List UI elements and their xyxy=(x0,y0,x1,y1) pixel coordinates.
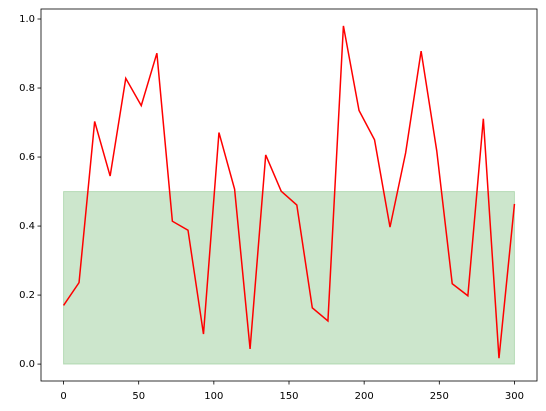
y-tick-label: 0.8 xyxy=(19,83,35,94)
x-tick-label: 250 xyxy=(430,391,449,402)
x-tick-label: 150 xyxy=(279,391,298,402)
y-tick-label: 0.4 xyxy=(19,221,35,232)
y-tick-label: 0.0 xyxy=(19,359,35,370)
y-tick-label: 0.2 xyxy=(19,290,35,301)
shaded-region xyxy=(63,191,515,365)
x-tick-label: 50 xyxy=(132,391,145,402)
x-tick-label: 300 xyxy=(505,391,524,402)
y-tick-label: 0.6 xyxy=(19,152,35,163)
y-tick-label: 1.0 xyxy=(19,14,35,25)
x-tick-label: 0 xyxy=(60,391,66,402)
data-line xyxy=(62,25,516,359)
x-tick-label: 100 xyxy=(204,391,223,402)
x-tick-label: 200 xyxy=(355,391,374,402)
